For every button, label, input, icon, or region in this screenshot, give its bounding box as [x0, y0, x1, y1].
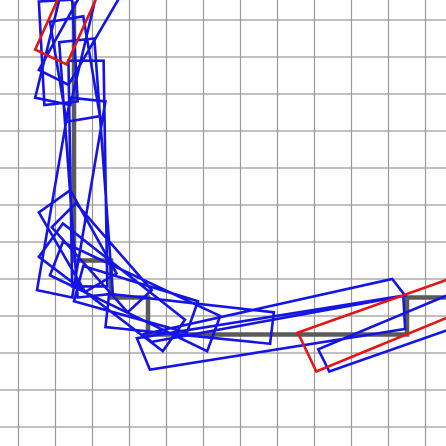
footprint-rectangle — [67, 59, 109, 288]
footprint-rectangle — [50, 201, 154, 315]
footprint-rectangle — [316, 294, 446, 374]
footprint-rectangles-layer — [33, 0, 446, 374]
footprint-rectangle — [37, 0, 80, 107]
footprint-rectangle — [104, 292, 276, 346]
footprint-rectangle-start — [33, 0, 98, 67]
footprint-rectangle — [37, 188, 119, 294]
footprint-rectangle — [37, 221, 187, 354]
footprint-rectangle — [72, 264, 200, 335]
footprint-rectangle-end — [296, 278, 446, 374]
